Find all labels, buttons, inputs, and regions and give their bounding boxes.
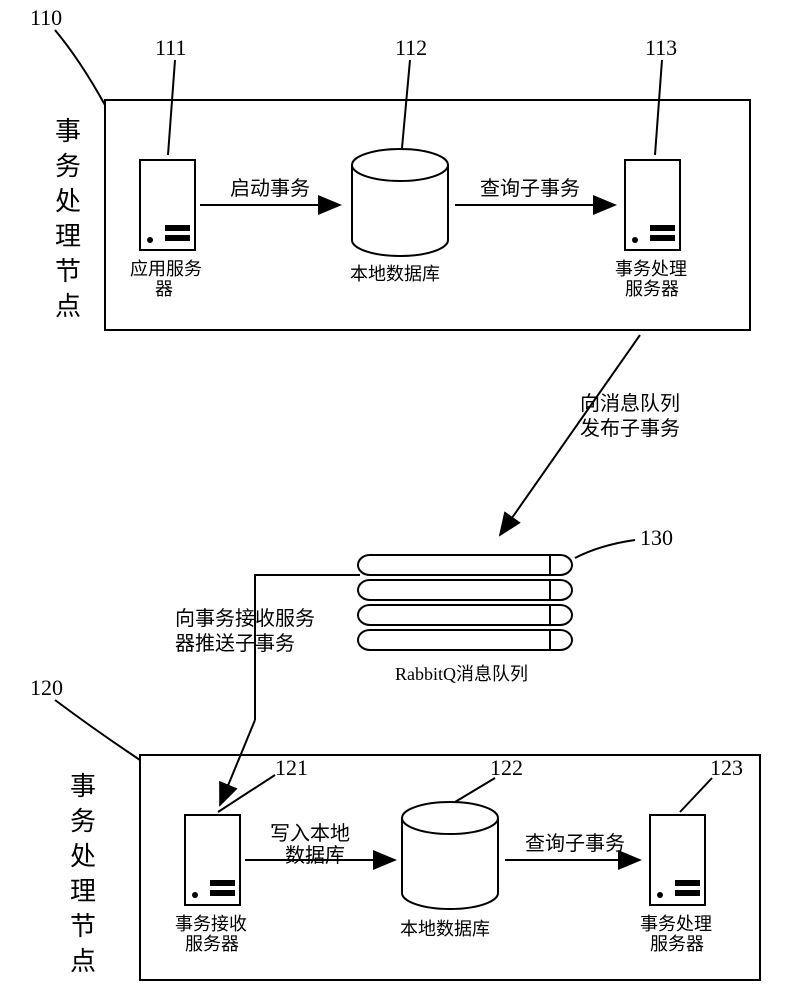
- tx-recv-icon: [185, 815, 240, 905]
- local-db-bot-icon: [402, 802, 498, 909]
- tx-server-top-icon: [625, 160, 680, 250]
- svg-text:点: 点: [70, 947, 96, 976]
- bottom-vertical-label: 事 务 处 理 节 点: [70, 772, 96, 976]
- app-server-icon: [140, 160, 195, 250]
- label-query-sub-bot: 查询子事务: [525, 832, 625, 855]
- svg-text:务: 务: [70, 807, 96, 836]
- tx-server-top-l1: 事务处理: [615, 259, 687, 279]
- queue-icon: [358, 555, 572, 650]
- callout-112: 112: [395, 35, 427, 60]
- svg-text:处: 处: [70, 842, 96, 871]
- tx-server-bot-icon: [650, 815, 705, 905]
- svg-text:务: 务: [55, 152, 81, 181]
- callout-123: 123: [710, 755, 743, 780]
- tx-recv-l1: 事务接收: [175, 914, 247, 934]
- svg-text:处: 处: [55, 187, 81, 216]
- callout-121-line: [218, 775, 275, 812]
- callout-123-line: [680, 778, 712, 812]
- tx-server-bot-l1: 事务处理: [640, 914, 712, 934]
- callout-122: 122: [490, 755, 523, 780]
- app-server-label-2: 器: [155, 279, 173, 299]
- local-db-top-label: 本地数据库: [350, 264, 440, 284]
- svg-text:事: 事: [55, 117, 81, 146]
- svg-text:点: 点: [55, 292, 81, 321]
- callout-121: 121: [275, 755, 308, 780]
- top-vertical-label: 事 务 处 理 节 点: [55, 117, 81, 321]
- label-push-l1: 向事务接收服务: [175, 607, 315, 630]
- svg-text:理: 理: [55, 222, 81, 251]
- local-db-bot-label: 本地数据库: [400, 919, 490, 939]
- tx-recv-l2: 服务器: [185, 934, 239, 954]
- queue-label: RabbitQ消息队列: [395, 664, 528, 684]
- callout-120: 120: [30, 675, 63, 700]
- label-pub-l1: 向消息队列: [580, 392, 680, 415]
- callout-130-line: [575, 540, 635, 558]
- svg-text:理: 理: [70, 877, 96, 906]
- local-db-top-icon: [352, 149, 448, 256]
- callout-112-line: [402, 60, 410, 148]
- callout-111: 111: [155, 35, 186, 60]
- app-server-label-1: 应用服务: [130, 259, 202, 279]
- label-pub-l2: 发布子事务: [580, 417, 680, 440]
- callout-113: 113: [645, 35, 677, 60]
- svg-text:事: 事: [70, 772, 96, 801]
- label-start-tx: 启动事务: [230, 177, 310, 200]
- callout-113-line: [655, 60, 662, 155]
- label-push-l2: 器推送子事务: [175, 632, 295, 655]
- svg-text:节: 节: [55, 257, 81, 286]
- label-query-sub-top: 查询子事务: [480, 177, 580, 200]
- callout-110-line: [55, 30, 105, 105]
- callout-110: 110: [30, 5, 62, 30]
- label-write-l1: 写入本地: [270, 822, 350, 845]
- svg-text:节: 节: [70, 912, 96, 941]
- callout-120-line: [55, 700, 140, 760]
- callout-122-line: [455, 778, 495, 802]
- system-diagram: 110 事 务 处 理 节 点 应用服务 器 111 启动事务 本地数据库 11…: [0, 0, 785, 1000]
- tx-server-top-l2: 服务器: [625, 279, 679, 299]
- tx-server-bot-l2: 服务器: [650, 934, 704, 954]
- callout-111-line: [168, 60, 175, 155]
- label-write-l2: 数据库: [285, 844, 345, 867]
- callout-130: 130: [640, 525, 673, 550]
